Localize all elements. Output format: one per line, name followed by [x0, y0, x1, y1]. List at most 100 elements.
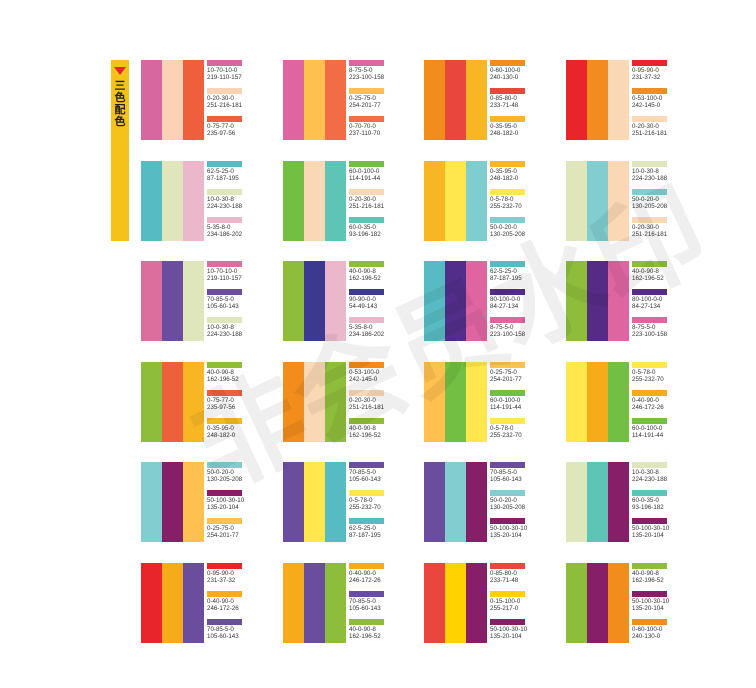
legend-swatch [207, 619, 242, 625]
legend-swatch [207, 518, 242, 524]
rgb-value: 114-191-44 [490, 404, 522, 412]
color-legend: 40-0-90-8 162-196-52 50-100-30-10 135-20-10… [632, 563, 670, 643]
color-stripe [466, 161, 487, 241]
legend-swatch [632, 116, 667, 122]
legend-entry: 0-5-78-0 255-232-70 [349, 490, 385, 512]
cmyk-value: 40-0-90-8 [349, 425, 376, 432]
legend-entry: 60-0-35-0 93-196-182 [349, 217, 385, 239]
color-legend: 70-85-5-0 105-60-143 0-5-78-0 255-232-70 62-… [349, 462, 385, 542]
rgb-value: 254-201-77 [349, 102, 381, 110]
legend-swatch [349, 60, 384, 66]
color-stripes [283, 60, 346, 140]
color-legend: 62-5-25-0 87-187-195 10-0-30-8 224-230-188 5… [207, 161, 243, 241]
legend-swatch [349, 362, 384, 368]
color-stripe [162, 362, 183, 442]
color-stripe [608, 60, 629, 140]
color-stripe [183, 563, 204, 643]
legend-swatch [632, 418, 667, 424]
color-code: 50-100-30-10 135-20-104 [490, 626, 527, 641]
rgb-value: 84-27-134 [632, 303, 661, 311]
legend-entry: 10-0-30-8 224-230-188 [207, 189, 243, 211]
rgb-value: 219-110-157 [207, 74, 242, 82]
color-stripe [162, 261, 183, 341]
color-code: 0-95-90-0 231-37-32 [207, 570, 243, 585]
color-stripe [141, 161, 162, 241]
legend-entry: 5-35-8-0 234-186-202 [349, 317, 385, 339]
color-code: 50-100-30-10 135-20-104 [490, 525, 528, 540]
palette-card: 8-75-5-0 223-100-158 0-25-75-0 254-201-77 0-… [283, 60, 384, 140]
cmyk-value: 0-35-95-0 [207, 425, 234, 432]
color-legend: 8-75-5-0 223-100-158 0-25-75-0 254-201-77 0-… [349, 60, 385, 140]
legend-entry: 0-95-90-0 231-37-32 [632, 60, 668, 82]
rgb-value: 223-100-158 [490, 331, 526, 339]
color-stripe [466, 563, 487, 643]
color-code: 70-85-5-0 105-60-143 [349, 469, 385, 484]
color-stripes [424, 462, 487, 542]
cmyk-value: 50-100-30-10 [632, 598, 670, 605]
color-stripe [141, 563, 162, 643]
color-stripe [183, 261, 204, 341]
color-code: 70-85-5-0 105-60-143 [207, 626, 243, 641]
color-code: 50-100-30-10 135-20-104 [632, 598, 670, 613]
color-stripe [445, 462, 466, 542]
palette-card: 40-0-90-8 162-196-52 50-100-30-10 135-20-10… [566, 563, 670, 643]
cmyk-value: 10-0-30-8 [632, 168, 659, 175]
cmyk-value: 80-100-0-0 [490, 296, 521, 303]
cmyk-value: 0-85-80-0 [490, 95, 517, 102]
cmyk-value: 50-100-30-10 [490, 525, 528, 532]
cmyk-value: 0-20-30-0 [349, 196, 376, 203]
legend-entry: 0-20-30-0 251-216-181 [632, 116, 668, 138]
rgb-value: 248-182-0 [207, 432, 236, 440]
legend-swatch [207, 217, 242, 223]
legend-swatch [349, 261, 384, 267]
rgb-value: 237-110-70 [349, 130, 381, 138]
legend-entry: 0-20-30-0 251-216-181 [349, 189, 385, 211]
color-code: 50-0-20-0 130-205-208 [207, 469, 243, 484]
palette-card: 10-0-30-8 224-230-188 50-0-20-0 130-205-208… [566, 161, 667, 241]
rgb-value: 254-201-77 [490, 376, 522, 384]
rgb-value: 255-232-70 [349, 504, 381, 512]
color-stripe [587, 462, 608, 542]
legend-swatch [632, 217, 667, 223]
rgb-value: 130-205-208 [490, 504, 526, 512]
cmyk-value: 62-5-25-0 [207, 168, 234, 175]
palette-card: 40-0-90-8 162-196-52 80-100-0-0 84-27-134 8-… [566, 261, 667, 341]
color-stripe [445, 261, 466, 341]
color-stripes [424, 362, 487, 442]
color-code: 70-85-5-0 105-60-143 [349, 598, 385, 613]
legend-swatch [207, 490, 242, 496]
cmyk-value: 10-70-10-0 [207, 67, 238, 74]
legend-entry: 40-0-90-8 162-196-52 [632, 261, 668, 283]
color-legend: 0-53-100-0 242-145-0 0-20-30-0 251-216-181 4… [349, 362, 385, 442]
legend-entry: 60-0-100-0 114-191-44 [632, 418, 668, 440]
legend-swatch [349, 490, 384, 496]
rgb-value: 240-130-0 [490, 74, 519, 82]
rgb-value: 251-216-181 [632, 130, 668, 138]
legend-swatch [349, 390, 384, 396]
cmyk-value: 0-15-100-0 [490, 598, 521, 605]
cmyk-value: 0-75-77-0 [207, 123, 234, 130]
color-legend: 10-0-30-8 224-230-188 50-0-20-0 130-205-208… [632, 161, 668, 241]
legend-entry: 40-0-90-8 162-196-52 [632, 563, 668, 585]
color-code: 50-0-20-0 130-205-208 [490, 224, 526, 239]
legend-swatch [632, 390, 667, 396]
palette-card: 10-0-30-8 224-230-188 60-0-35-0 93-196-182 5… [566, 462, 669, 542]
color-code: 0-40-90-0 246-172-26 [349, 570, 385, 585]
cmyk-value: 0-95-90-0 [207, 570, 234, 577]
cmyk-value: 0-85-80-0 [490, 570, 517, 577]
color-code: 5-35-8-0 234-186-202 [207, 224, 243, 239]
rgb-value: 224-230-188 [632, 476, 668, 484]
color-code: 60-0-100-0 114-191-44 [490, 397, 526, 412]
palette-card: 0-95-90-0 231-37-32 0-40-90-0 246-172-26 70-… [141, 563, 242, 643]
cmyk-value: 50-0-20-0 [632, 196, 659, 203]
color-code: 40-0-90-8 162-196-52 [349, 425, 385, 440]
cmyk-value: 0-40-90-0 [207, 598, 234, 605]
color-legend: 62-5-25-0 87-187-195 80-100-0-0 84-27-134 8-… [490, 261, 526, 341]
color-legend: 40-0-90-8 162-196-52 80-100-0-0 84-27-134 8-… [632, 261, 668, 341]
legend-swatch [632, 619, 667, 625]
cmyk-value: 80-100-0-0 [632, 296, 663, 303]
cmyk-value: 0-70-70-0 [349, 123, 376, 130]
color-stripe [141, 261, 162, 341]
legend-entry: 50-0-20-0 130-205-208 [632, 189, 668, 211]
color-stripes [424, 563, 487, 643]
